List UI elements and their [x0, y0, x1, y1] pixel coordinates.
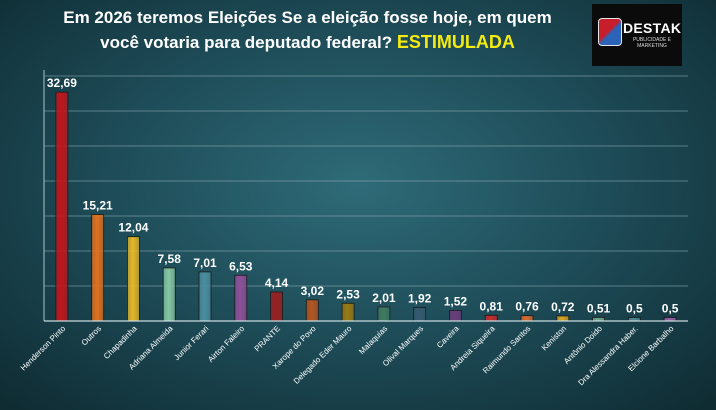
category-label-11: Caveira	[435, 324, 461, 350]
value-label-8: 2,53	[336, 287, 360, 301]
title-line-2: você votaria para deputado federal? ESTI…	[20, 30, 595, 55]
bar-11	[449, 309, 462, 322]
bar-5	[234, 274, 248, 322]
category-label-4: Junior Ferari	[172, 324, 210, 362]
value-label-9: 2,01	[372, 291, 396, 305]
bar-10	[413, 307, 427, 322]
title-line-1: Em 2026 teremos Eleições Se a eleição fo…	[63, 8, 552, 27]
logo-tagline: PUBLICIDADE E MARKETING	[632, 37, 672, 49]
bar-13	[520, 315, 534, 322]
value-label-5: 6,53	[229, 259, 253, 273]
bar-6	[270, 291, 283, 322]
bar-9	[377, 306, 391, 322]
bar-7	[305, 299, 319, 322]
category-label-6: PRANTE	[253, 324, 282, 353]
title-line-2-text: você votaria para deputado federal?	[100, 33, 393, 52]
chart-title: Em 2026 teremos Eleições Se a eleição fo…	[20, 6, 595, 55]
bar-2	[127, 236, 140, 322]
value-label-3: 7,58	[158, 252, 182, 266]
logo-brand: DESTAK	[623, 20, 682, 36]
category-label-1: Outros	[80, 324, 103, 347]
value-label-15: 0,51	[587, 301, 611, 315]
title-highlight: ESTIMULADA	[396, 32, 515, 52]
value-label-13: 0,76	[515, 300, 539, 314]
value-label-7: 3,02	[301, 284, 325, 298]
value-label-11: 1,52	[444, 294, 468, 308]
value-label-12: 0,81	[480, 299, 504, 313]
value-label-14: 0,72	[551, 300, 575, 314]
value-label-2: 12,04	[118, 221, 148, 235]
bar-1	[91, 214, 105, 322]
destak-logo: DESTAK PUBLICIDADE E MARKETING	[592, 4, 682, 66]
bar-4	[198, 271, 212, 322]
value-label-0: 32,69	[47, 76, 77, 90]
value-label-16: 0,5	[626, 302, 643, 316]
value-label-17: 0,5	[662, 302, 679, 316]
value-label-6: 4,14	[265, 276, 289, 290]
category-label-2: Chapadinha	[102, 324, 139, 361]
bar-8	[341, 302, 355, 322]
value-label-1: 15,21	[83, 199, 113, 213]
value-label-10: 1,92	[408, 292, 432, 306]
logo-mark-icon	[598, 18, 622, 46]
bar-3	[162, 267, 176, 322]
bar-14	[556, 315, 570, 322]
category-label-16: Dra Alessandra Haber.	[576, 324, 639, 387]
category-label-5: Airton Faleiro	[206, 324, 246, 364]
category-label-14: Keniston	[540, 324, 568, 352]
value-label-4: 7,01	[193, 256, 217, 270]
bar-12	[484, 314, 498, 322]
category-label-9: Malaquias	[357, 324, 389, 356]
bar-0	[55, 91, 69, 322]
category-label-0: Henderson Pinto	[19, 324, 68, 373]
